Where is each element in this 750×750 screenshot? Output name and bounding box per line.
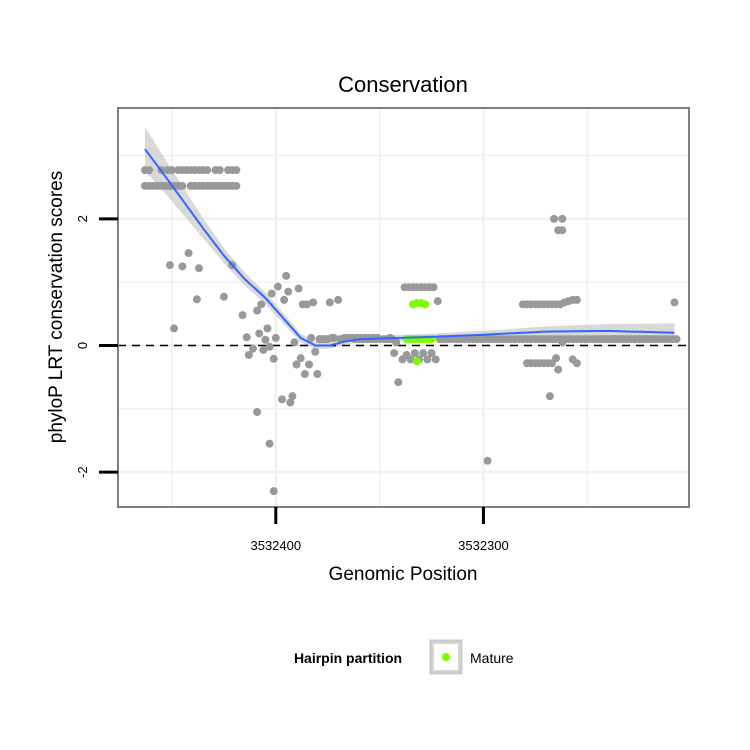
data-point bbox=[410, 349, 419, 358]
data-point bbox=[572, 359, 581, 368]
data-point bbox=[265, 439, 274, 448]
data-point bbox=[284, 287, 293, 296]
x-tick-label: 3532400 bbox=[250, 538, 301, 553]
data-point bbox=[248, 344, 257, 353]
data-point bbox=[232, 181, 241, 190]
data-point bbox=[238, 311, 247, 320]
data-point bbox=[672, 335, 681, 344]
data-point bbox=[550, 214, 559, 223]
smooth-line-layer bbox=[144, 148, 675, 347]
data-point bbox=[431, 355, 440, 364]
data-point bbox=[552, 354, 561, 363]
data-point bbox=[294, 284, 303, 293]
data-point bbox=[269, 354, 278, 363]
data-point bbox=[192, 295, 201, 304]
data-point bbox=[296, 354, 305, 363]
x-tick-label: 3532300 bbox=[458, 538, 509, 553]
y-tick-label: 0 bbox=[75, 342, 90, 349]
data-point bbox=[288, 392, 297, 401]
data-point bbox=[170, 324, 179, 333]
mature-data-point bbox=[412, 357, 421, 366]
plot-panel bbox=[117, 107, 690, 508]
data-point bbox=[290, 338, 299, 347]
data-point bbox=[390, 349, 399, 358]
data-point bbox=[232, 166, 241, 175]
data-point bbox=[429, 283, 438, 292]
legend-label-mature: Mature bbox=[470, 650, 514, 666]
data-point bbox=[280, 295, 289, 304]
data-point bbox=[334, 295, 343, 304]
data-point bbox=[427, 349, 436, 358]
legend-mature-marker bbox=[442, 653, 450, 661]
legend: Hairpin partition Mature bbox=[294, 639, 514, 675]
data-point bbox=[305, 360, 314, 369]
data-point bbox=[257, 300, 266, 309]
y-axis: -2 0 2 bbox=[75, 215, 118, 478]
data-point bbox=[483, 456, 492, 465]
x-axis-title: Genomic Position bbox=[329, 564, 478, 585]
data-point bbox=[309, 298, 318, 307]
data-point bbox=[255, 329, 264, 338]
plot-background bbox=[118, 108, 689, 507]
data-point bbox=[271, 333, 280, 342]
data-point bbox=[203, 166, 212, 175]
data-point bbox=[406, 355, 415, 364]
data-point bbox=[253, 306, 262, 315]
data-point bbox=[184, 249, 193, 258]
data-point bbox=[419, 349, 428, 358]
data-point bbox=[554, 365, 563, 374]
data-point bbox=[282, 271, 291, 280]
mature-data-point bbox=[421, 300, 430, 309]
data-point bbox=[313, 370, 322, 378]
data-point bbox=[278, 395, 287, 404]
data-point bbox=[311, 347, 320, 356]
data-point bbox=[244, 351, 253, 359]
data-point bbox=[261, 335, 270, 344]
data-point bbox=[433, 297, 442, 306]
data-point bbox=[265, 342, 274, 351]
data-point bbox=[253, 408, 262, 416]
data-point bbox=[300, 370, 309, 378]
data-point bbox=[423, 355, 432, 364]
data-point bbox=[572, 295, 581, 304]
data-point bbox=[643, 335, 652, 344]
data-point bbox=[219, 292, 228, 301]
data-point bbox=[194, 264, 203, 273]
data-point bbox=[302, 300, 311, 309]
data-point bbox=[670, 298, 679, 307]
data-point bbox=[242, 333, 251, 342]
data-point bbox=[167, 166, 176, 175]
data-point bbox=[178, 262, 187, 271]
smooth-line bbox=[144, 148, 675, 347]
chart-title: Conservation bbox=[338, 72, 468, 97]
data-point bbox=[286, 398, 295, 407]
data-point bbox=[178, 181, 187, 190]
data-point bbox=[325, 298, 334, 307]
data-point bbox=[263, 324, 272, 333]
plot-frame bbox=[117, 107, 690, 508]
y-tick-label: 2 bbox=[75, 215, 90, 222]
data-point bbox=[292, 360, 301, 369]
data-point bbox=[165, 261, 174, 270]
data-point bbox=[273, 282, 282, 291]
data-point bbox=[329, 333, 338, 342]
data-point bbox=[215, 166, 224, 175]
data-point bbox=[558, 226, 567, 235]
data-point bbox=[267, 289, 276, 298]
data-point bbox=[145, 166, 154, 175]
data-point bbox=[394, 378, 403, 387]
y-tick-label: -2 bbox=[75, 466, 90, 478]
x-axis: 3532400 3532300 bbox=[250, 507, 509, 553]
data-point bbox=[307, 333, 316, 342]
y-axis-title: phyloP LRT conservation scores bbox=[46, 171, 67, 444]
data-point bbox=[558, 214, 567, 223]
legend-title: Hairpin partition bbox=[294, 650, 402, 666]
data-point bbox=[545, 392, 554, 401]
smooth-confidence-band-layer bbox=[144, 127, 675, 350]
smooth-confidence-band bbox=[144, 127, 675, 350]
data-point bbox=[269, 487, 278, 496]
data-point bbox=[259, 345, 268, 354]
